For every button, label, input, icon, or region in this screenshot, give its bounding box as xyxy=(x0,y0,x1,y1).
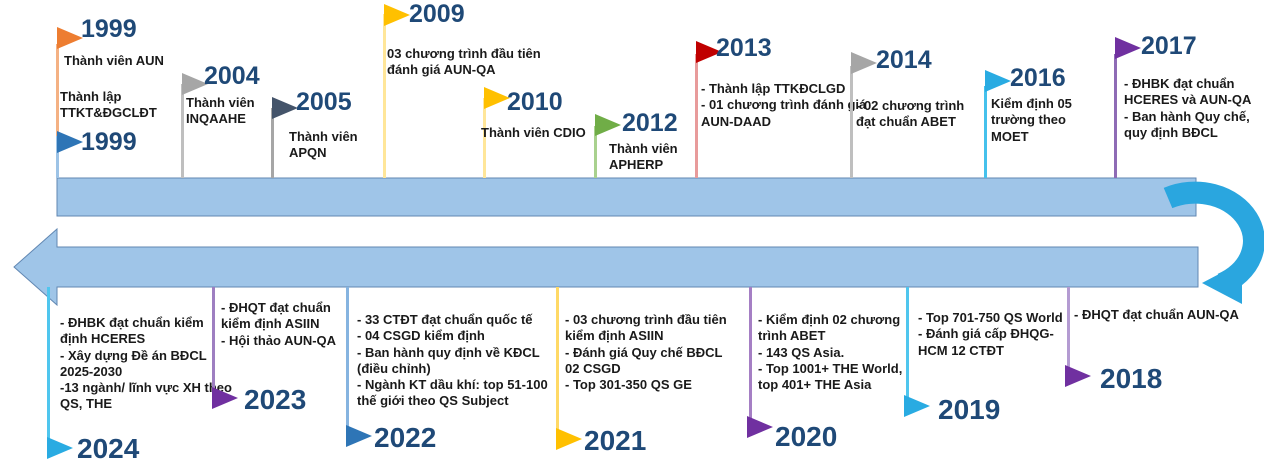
milestone-description: - 02 chương trình đạt chuẩn ABET xyxy=(856,98,965,130)
loop-arrowhead-icon xyxy=(1202,262,1242,304)
flag-pole xyxy=(695,54,698,178)
flag-icon xyxy=(384,4,410,26)
milestone-description: - ĐHQT đạt chuẩn kiểm định ASIIN - Hội t… xyxy=(221,300,337,348)
year-label: 2022 xyxy=(374,422,437,453)
flag-icon xyxy=(212,387,238,409)
flag-pole xyxy=(483,98,486,178)
year-label: 1999 xyxy=(81,128,137,156)
year-label: 2014 xyxy=(876,46,932,74)
flag-icon xyxy=(57,131,83,153)
flag-icon xyxy=(1115,37,1141,59)
year-label: 2016 xyxy=(1010,64,1066,92)
milestone-description: - Kiểm định 02 chương trình ABET - 143 Q… xyxy=(758,312,903,392)
flag-icon xyxy=(57,27,83,49)
flag-pole xyxy=(556,287,559,434)
flag-icon xyxy=(747,416,773,438)
milestone-description: - Top 701-750 QS World - Đánh giá cấp ĐH… xyxy=(918,310,1063,358)
year-label: 2004 xyxy=(204,62,260,90)
flag-icon xyxy=(346,425,372,447)
milestone-description: - 33 CTĐT đạt chuẩn quốc tế - 04 CSGD ki… xyxy=(357,312,548,409)
flag-icon xyxy=(595,114,621,136)
flag-icon xyxy=(47,437,73,459)
flag-pole xyxy=(906,287,909,399)
flag-pole xyxy=(1114,54,1117,178)
milestone-description: - 03 chương trình đầu tiên kiểm định ASI… xyxy=(565,312,727,392)
flag-pole xyxy=(749,287,752,422)
year-label: 2018 xyxy=(1100,363,1163,394)
milestone-description: Thành viên CDIO xyxy=(481,125,586,140)
milestone-description: Thành viên APQN xyxy=(289,129,358,161)
flag-icon xyxy=(904,395,930,417)
year-label: 1999 xyxy=(81,15,137,43)
milestone-description: - ĐHQT đạt chuẩn AUN-QA xyxy=(1074,307,1239,322)
milestone-description: Kiểm định 05 trường theo MOET xyxy=(991,96,1072,144)
flag-pole xyxy=(271,108,274,178)
year-label: 2023 xyxy=(244,384,307,415)
flag-pole xyxy=(56,44,59,136)
year-label: 2019 xyxy=(938,394,1001,425)
year-label: 2017 xyxy=(1141,32,1197,60)
milestone-description: - ĐHBK đạt chuẩn HCERES và AUN-QA - Ban … xyxy=(1124,76,1252,140)
flag-pole xyxy=(383,14,386,178)
flag-pole xyxy=(850,66,853,178)
year-label: 2024 xyxy=(77,433,140,464)
milestone-description: Thành viên APHERP xyxy=(609,141,678,173)
flag-icon xyxy=(484,87,510,109)
milestone-description: 03 chương trình đầu tiên đánh giá AUN-QA xyxy=(387,46,541,78)
flag-icon xyxy=(985,70,1011,92)
loop-arrow xyxy=(1163,181,1264,295)
flag-icon xyxy=(182,73,208,95)
top-timeline-bar xyxy=(56,177,1197,217)
year-label: 2020 xyxy=(775,421,838,452)
year-label: 2010 xyxy=(507,88,563,116)
year-label: 2013 xyxy=(716,34,772,62)
flag-pole xyxy=(47,287,50,447)
flag-icon xyxy=(556,428,582,450)
flag-pole xyxy=(212,287,215,393)
flag-icon xyxy=(851,52,877,74)
flag-icon xyxy=(1065,365,1091,387)
year-label: 2005 xyxy=(296,88,352,116)
milestone-description: Thành viên INQAAHE xyxy=(186,95,255,127)
year-label: 2009 xyxy=(409,0,465,28)
flag-icon xyxy=(272,97,298,119)
milestone-description: Thành lập TTKT&ĐGCLĐT xyxy=(60,89,157,121)
flag-pole xyxy=(594,126,597,178)
flag-pole xyxy=(346,287,349,432)
flag-pole xyxy=(56,136,59,178)
milestone-description: - Thành lập TTKĐCLGD - 01 chương trình đ… xyxy=(701,81,867,129)
flag-pole xyxy=(1067,287,1070,371)
bottom-timeline-arrow xyxy=(13,227,1199,307)
flag-icon xyxy=(696,41,722,63)
year-label: 2012 xyxy=(622,109,678,137)
flag-pole xyxy=(984,86,987,178)
flag-pole xyxy=(181,84,184,178)
year-label: 2021 xyxy=(584,425,647,456)
milestone-description: Thành viên AUN xyxy=(64,53,164,68)
milestone-description: - ĐHBK đạt chuẩn kiểm định HCERES - Xây … xyxy=(60,315,232,412)
